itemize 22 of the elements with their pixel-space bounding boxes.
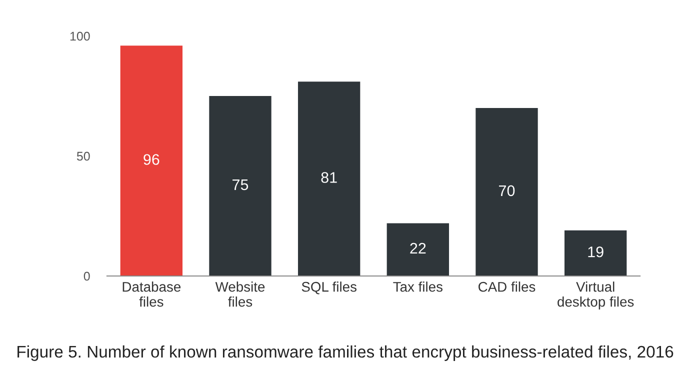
bar (564, 230, 627, 276)
x-tick-label: SQL files (302, 282, 356, 294)
data-label: 70 (499, 185, 515, 196)
bar (120, 46, 183, 276)
data-label: 75 (232, 179, 248, 190)
x-tick-label: Virtual desktop files (558, 282, 634, 310)
data-label: 22 (410, 242, 426, 254)
bar (386, 223, 450, 276)
bar (476, 108, 538, 276)
bar (209, 96, 272, 276)
x-tick-label: Tax files (393, 282, 442, 292)
x-tick-label: CAD files (478, 282, 536, 292)
data-label: 96 (144, 154, 160, 165)
data-label: 81 (321, 172, 337, 183)
x-tick-label: Website files (215, 282, 265, 307)
caption: Figure 5. Number of known ransomware families that encrypt business-related files, 2016 (18, 345, 674, 361)
y-tick-label: 50 (76, 152, 90, 161)
data-label: 19 (588, 246, 604, 258)
y-tick-label: 0 (84, 272, 90, 281)
y-tick-label: 100 (70, 32, 90, 41)
bar (298, 82, 360, 276)
x-tick-label: Database files (122, 282, 181, 307)
